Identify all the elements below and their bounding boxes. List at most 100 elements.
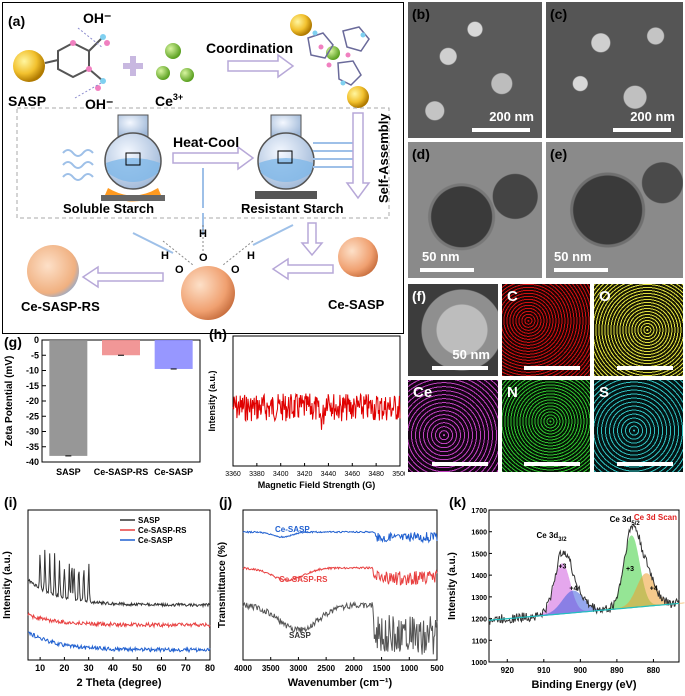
plot-frame — [27, 509, 211, 661]
plot-frame — [242, 509, 438, 661]
annotation-plus4: +4 — [650, 585, 658, 592]
label-k: (k) — [449, 494, 467, 510]
series-label: Ce-SASP — [275, 525, 310, 534]
label-sasp: SASP — [8, 93, 46, 109]
label-coordination: Coordination — [206, 40, 293, 56]
x-tick-label: SASP — [56, 467, 81, 477]
label-oh1: OH⁻ — [83, 10, 111, 26]
eds-label-c: C — [507, 288, 518, 305]
ce-sasp-trace — [27, 631, 211, 654]
scale-bar-c-map — [524, 366, 580, 370]
y-axis-label: Intensity (a.u.) — [207, 370, 217, 431]
scale-e: 50 nm — [554, 249, 592, 264]
ce-sasp-rs-sphere — [27, 245, 79, 297]
scale-bar-c — [613, 128, 671, 132]
x-tick-label: 3000 — [290, 664, 308, 673]
label-soluble-starch: Soluble Starch — [63, 201, 154, 216]
label-h1: H — [199, 228, 207, 240]
x-tick-label: 3420 — [297, 471, 313, 478]
y-tick-label: -20 — [26, 396, 39, 406]
x-tick-label: 3440 — [321, 471, 337, 478]
label-ce: Ce3+ — [155, 92, 183, 109]
panel-g: 0 -5 -10 -15 -20 -25 -30 -35 -40 SASP Ce-SASP-RS Ce… — [0, 334, 205, 494]
background-line — [488, 602, 680, 621]
label-i: (i) — [4, 494, 18, 510]
y-tick-label: -15 — [26, 381, 39, 391]
eds-map-ce: Ce — [408, 380, 498, 472]
scale-f: 50 nm — [452, 347, 490, 362]
label-heat-cool: Heat-Cool — [173, 134, 239, 150]
eds-map-s: S — [594, 380, 683, 472]
x-tick-label: 890 — [610, 666, 624, 675]
y-axis-label: Intensity (a.u.) — [2, 551, 13, 619]
y-tick-label: -5 — [31, 350, 39, 360]
scale-bar-o-map — [617, 366, 673, 370]
sem-image-b: (b) 200 nm — [408, 2, 542, 138]
xps-chart: 920 910 900 890 880 1000 1100 1200 1300 1400 1500 1… — [447, 508, 685, 691]
legend-label: SASP — [138, 516, 160, 525]
label-d: (d) — [412, 146, 430, 162]
label-o2: O — [175, 264, 184, 276]
x-axis-label: Wavenumber (cm⁻¹) — [288, 677, 393, 689]
scheme-panel: (a) SASP OH⁻ OH⁻ Ce3+ Coordination Heat-… — [2, 2, 404, 334]
label-o1: O — [199, 252, 208, 264]
ce-sasp-trace — [242, 530, 438, 544]
legend-label: Ce-SASP-RS — [138, 526, 187, 535]
self-assembly-arrow — [345, 112, 371, 200]
y-tick-label: -40 — [26, 457, 39, 467]
label-b: (b) — [412, 6, 430, 22]
tem-image-e: (e) 50 nm — [546, 142, 683, 278]
y-tick-label: -10 — [26, 366, 39, 376]
x-tick-label: 2000 — [345, 664, 363, 673]
epr-trace — [232, 392, 401, 430]
scale-c: 200 nm — [630, 109, 675, 124]
raw-spectrum — [488, 523, 680, 626]
bar — [49, 340, 88, 456]
scale-bar-e — [554, 268, 608, 272]
x-tick-label: 3480 — [368, 471, 384, 478]
x-tick-label: 880 — [647, 666, 661, 675]
x-tick-label: 2500 — [317, 664, 335, 673]
label-g: (g) — [4, 334, 22, 350]
eds-label-s: S — [599, 384, 610, 401]
eds-label-o: O — [599, 288, 611, 305]
x-tick-label: 1500 — [373, 664, 391, 673]
y-axis-label: Zeta Potential (mV) — [4, 356, 15, 447]
x-tick-label: 60 — [156, 663, 166, 673]
label-ce-sasp: Ce-SASP — [328, 297, 385, 312]
scale-bar-d — [420, 268, 474, 272]
series-label: Ce-SASP-RS — [279, 575, 328, 584]
label-self-assembly: Self-Assembly — [376, 113, 391, 203]
x-tick-label: 3380 — [249, 471, 265, 478]
sem-image-c: (c) 200 nm — [546, 2, 683, 138]
x-tick-label: 20 — [59, 663, 69, 673]
legend-label: Ce-SASP — [138, 536, 173, 545]
plot-frame — [488, 509, 680, 663]
ce-sasp-rs-trace — [242, 566, 438, 586]
label-ce-sasp-rs: Ce-SASP-RS — [21, 299, 100, 314]
x-tick-label: 3360 — [225, 471, 241, 478]
y-tick-label: 1000 — [471, 660, 487, 667]
bar — [102, 340, 140, 356]
bar — [154, 340, 193, 369]
eds-label-n: N — [507, 384, 518, 401]
label-oh2: OH⁻ — [85, 96, 113, 112]
label-resistant-starch: Resistant Starch — [241, 201, 344, 216]
x-tick-label: 50 — [132, 663, 142, 673]
x-tick-label: 30 — [84, 663, 94, 673]
scheme-svg: (a) SASP OH⁻ OH⁻ Ce3+ Coordination Heat-… — [3, 3, 403, 333]
y-tick-label: 0 — [34, 335, 39, 345]
annotation-plus4: +4 — [569, 585, 577, 592]
ce-sasp-sphere — [338, 237, 378, 277]
y-tick-label: 1100 — [472, 638, 487, 645]
annotation-plus3: +3 — [558, 564, 566, 571]
scale-bar-ce-map — [432, 462, 488, 466]
eds-map-c: C — [502, 284, 590, 376]
y-axis-label: Transmittance (%) — [217, 542, 228, 628]
x-tick-label: 910 — [537, 666, 551, 675]
scale-b: 200 nm — [489, 109, 534, 124]
sasp-trace — [242, 601, 438, 655]
x-tick-label: 70 — [181, 663, 191, 673]
scale-bar-s-map — [617, 462, 673, 466]
x-tick-label: 920 — [501, 666, 515, 675]
